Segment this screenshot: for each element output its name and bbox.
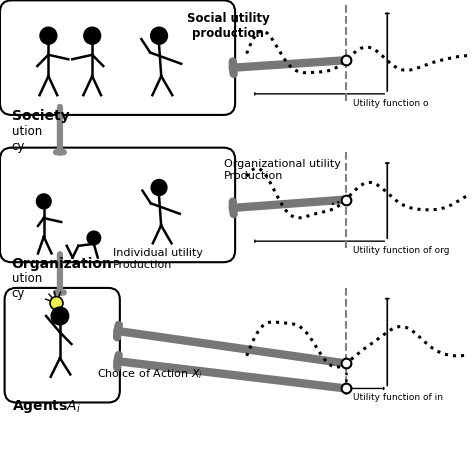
FancyBboxPatch shape	[0, 0, 235, 115]
Text: Individual utility
Production: Individual utility Production	[113, 248, 203, 270]
Circle shape	[151, 180, 167, 195]
Circle shape	[36, 194, 51, 209]
Text: Organizational utility
Production: Organizational utility Production	[224, 159, 340, 181]
Text: ution
cy: ution cy	[11, 125, 42, 153]
Circle shape	[151, 27, 167, 44]
Circle shape	[40, 27, 57, 44]
Text: Utility function of org: Utility function of org	[353, 246, 449, 255]
Circle shape	[84, 27, 100, 44]
Text: Choice of Action $X_i$: Choice of Action $X_i$	[97, 367, 202, 381]
Text: Society: Society	[11, 109, 69, 123]
Text: Agents$A_i$: Agents$A_i$	[11, 398, 81, 415]
Text: Utility function of in: Utility function of in	[353, 393, 443, 402]
Text: Organization: Organization	[11, 256, 112, 271]
Text: Utility function o: Utility function o	[353, 99, 428, 108]
Circle shape	[51, 307, 69, 325]
Text: ution
cy: ution cy	[11, 272, 42, 300]
Text: Social utility
production: Social utility production	[187, 12, 270, 40]
Circle shape	[50, 297, 63, 310]
Circle shape	[87, 231, 100, 245]
FancyBboxPatch shape	[0, 147, 235, 262]
FancyBboxPatch shape	[5, 288, 120, 402]
